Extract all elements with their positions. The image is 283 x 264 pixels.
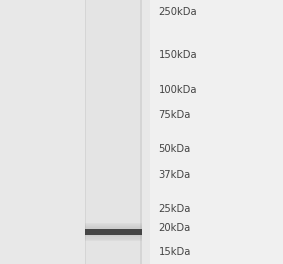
Bar (85, 238, 142, 239)
Bar (85, 237, 142, 238)
Text: 50kDa: 50kDa (158, 144, 191, 154)
Text: 100kDa: 100kDa (158, 85, 197, 95)
Text: 25kDa: 25kDa (158, 204, 191, 214)
Bar (85, 227, 142, 228)
Bar (85, 228, 142, 229)
Bar (140, 0, 142, 264)
Text: 37kDa: 37kDa (158, 170, 191, 180)
Text: 15kDa: 15kDa (158, 247, 191, 257)
Bar (85, 239, 142, 240)
Text: 20kDa: 20kDa (158, 223, 191, 233)
Bar (85, 0, 86, 264)
Bar (85, 225, 142, 227)
Bar (85, 240, 142, 241)
Bar (0, 0, 150, 264)
Text: 250kDa: 250kDa (158, 7, 197, 17)
Bar (85, 224, 142, 225)
Text: 150kDa: 150kDa (158, 50, 197, 60)
Bar (85, 229, 142, 235)
Text: 75kDa: 75kDa (158, 110, 191, 120)
Bar (85, 235, 142, 237)
Bar (85, 0, 142, 264)
Bar (85, 223, 142, 224)
